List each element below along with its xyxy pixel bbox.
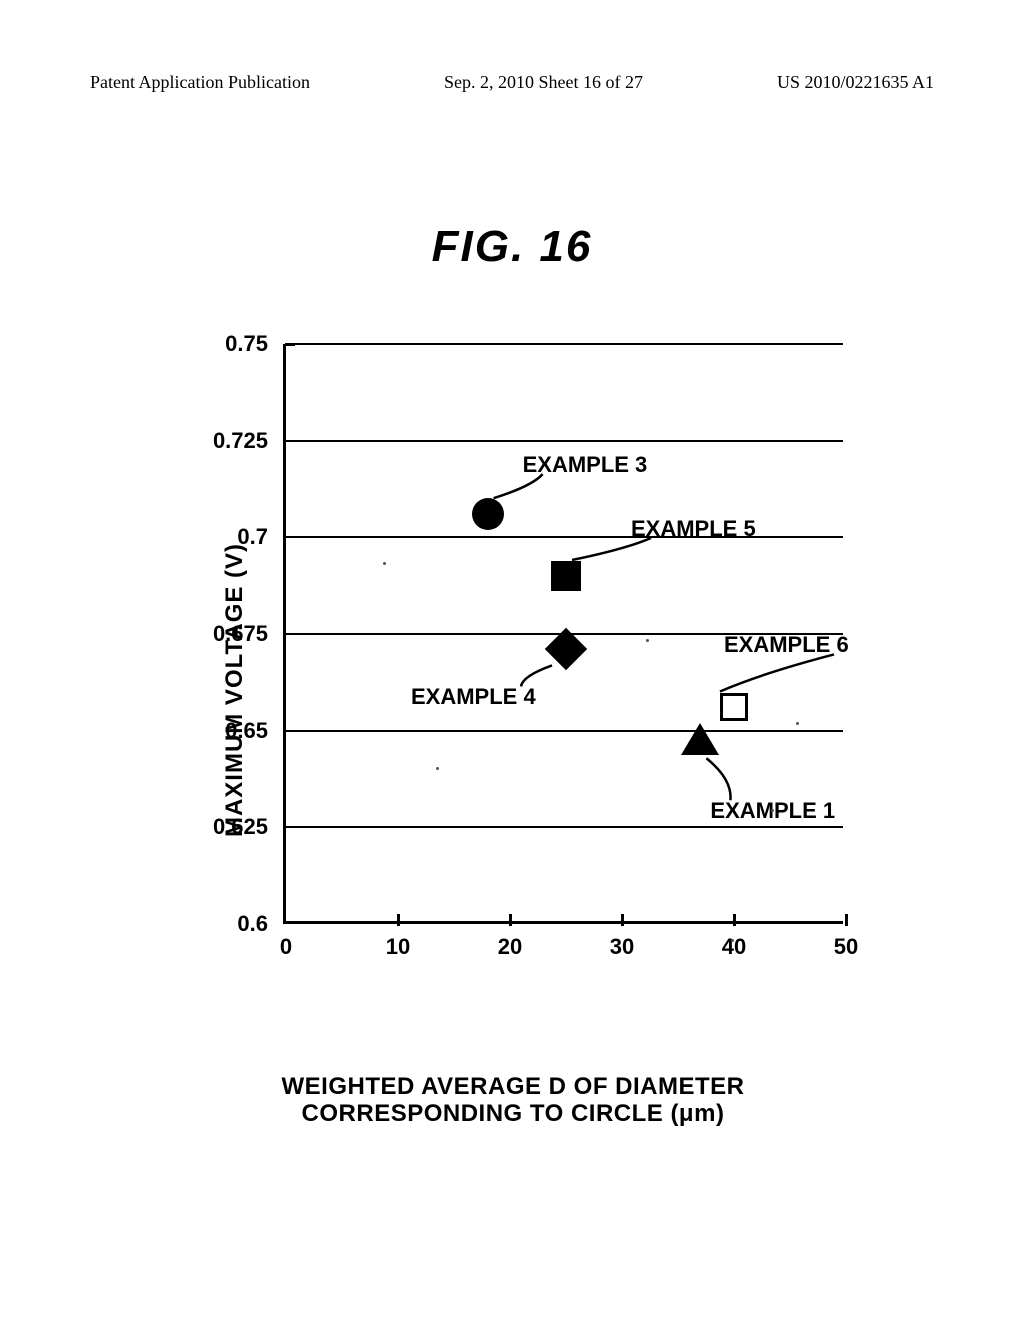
annotation-label: EXAMPLE 3 <box>523 452 648 478</box>
gridline <box>286 440 843 442</box>
gridline <box>286 343 843 345</box>
x-tick-mark <box>621 914 624 926</box>
gridline <box>286 826 843 828</box>
y-tick-label: 0.6 <box>237 911 268 937</box>
chart: MAXIMUM VOLTAGE (V) WEIGHTED AVERAGE D O… <box>128 330 898 1050</box>
header-left: Patent Application Publication <box>90 72 310 93</box>
y-tick-label: 0.7 <box>237 524 268 550</box>
noise-dot <box>771 809 774 812</box>
noise-dot <box>731 939 734 942</box>
x-tick-label: 0 <box>280 934 292 960</box>
y-tick-label: 0.725 <box>213 428 268 454</box>
plot-area: 0.60.6250.650.6750.70.7250.7501020304050… <box>283 344 843 924</box>
triangle-marker <box>681 723 719 755</box>
data-point <box>681 729 719 755</box>
circle-marker <box>472 498 504 530</box>
page-header: Patent Application Publication Sep. 2, 2… <box>0 72 1024 93</box>
y-axis-label: MAXIMUM VOLTAGE (V) <box>221 543 249 837</box>
y-tick-mark <box>285 343 295 346</box>
noise-dot <box>796 722 799 725</box>
x-tick-label: 50 <box>834 934 858 960</box>
x-tick-label: 30 <box>610 934 634 960</box>
annotation-label: EXAMPLE 5 <box>631 516 756 542</box>
gridline <box>286 536 843 538</box>
y-tick-label: 0.625 <box>213 814 268 840</box>
x-tick-label: 20 <box>498 934 522 960</box>
annotation-label: EXAMPLE 4 <box>411 684 536 710</box>
x-tick-mark <box>397 914 400 926</box>
data-point <box>472 498 504 530</box>
figure-title: FIG. 16 <box>0 222 1024 272</box>
square-marker <box>551 561 581 591</box>
noise-dot <box>383 562 386 565</box>
y-tick-label: 0.675 <box>213 621 268 647</box>
header-right: US 2010/0221635 A1 <box>777 72 934 93</box>
x-tick-mark <box>845 914 848 926</box>
x-tick-label: 10 <box>386 934 410 960</box>
noise-dot <box>646 639 649 642</box>
x-tick-mark <box>733 914 736 926</box>
data-point <box>720 693 748 721</box>
x-tick-label: 40 <box>722 934 746 960</box>
noise-dot <box>436 767 439 770</box>
header-center: Sep. 2, 2010 Sheet 16 of 27 <box>444 72 643 93</box>
data-point <box>551 561 581 591</box>
annotation-label: EXAMPLE 6 <box>724 632 849 658</box>
square-open-marker <box>720 693 748 721</box>
y-tick-label: 0.65 <box>225 718 268 744</box>
x-tick-mark <box>509 914 512 926</box>
x-axis-label: WEIGHTED AVERAGE D OF DIAMETER CORRESPON… <box>281 1073 744 1128</box>
gridline <box>286 730 843 732</box>
y-tick-label: 0.75 <box>225 331 268 357</box>
